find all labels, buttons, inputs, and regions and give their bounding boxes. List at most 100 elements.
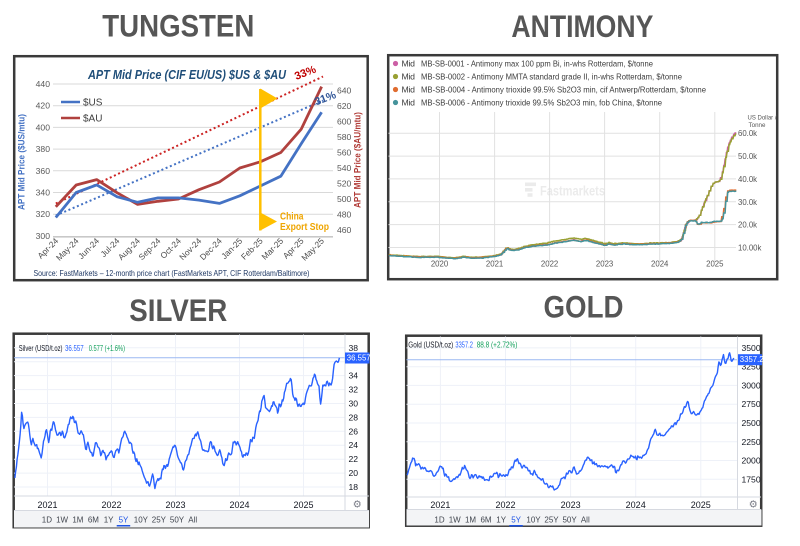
svg-text:Mid: Mid	[402, 59, 416, 69]
svg-text:2023: 2023	[596, 260, 613, 269]
svg-text:Source: FastMarkets – 12-month: Source: FastMarkets – 12-month price cha…	[34, 268, 310, 278]
svg-text:30.0k: 30.0k	[738, 198, 757, 207]
svg-text:1M: 1M	[72, 515, 83, 524]
svg-text:2750: 2750	[742, 399, 761, 409]
svg-text:$AU: $AU	[83, 114, 102, 125]
svg-text:400: 400	[36, 122, 51, 132]
svg-text:3250: 3250	[742, 362, 761, 372]
svg-text:620: 620	[337, 101, 352, 111]
svg-text:500: 500	[337, 194, 352, 204]
svg-text:600: 600	[337, 117, 352, 127]
svg-text:2023: 2023	[165, 500, 185, 510]
svg-text:28: 28	[349, 412, 359, 422]
svg-text:US Dollar /: US Dollar /	[748, 115, 777, 122]
svg-text:26: 26	[349, 426, 359, 436]
svg-text:1W: 1W	[56, 515, 68, 524]
svg-text:2022: 2022	[101, 500, 121, 510]
svg-text:420: 420	[36, 101, 51, 111]
svg-text:SILVER: SILVER	[129, 292, 227, 328]
svg-text:3500: 3500	[742, 343, 761, 353]
svg-text:440: 440	[36, 79, 51, 89]
svg-text:⚙: ⚙	[749, 500, 758, 511]
svg-text:3357.2: 3357.2	[455, 341, 473, 350]
svg-text:60.0k: 60.0k	[738, 129, 757, 138]
svg-text:1M: 1M	[465, 515, 476, 524]
svg-text:2023: 2023	[561, 500, 581, 510]
svg-text:MB-SB-0002 - Antimony MMTA sta: MB-SB-0002 - Antimony MMTA standard grad…	[421, 72, 682, 82]
svg-text:APT Mid Price ($US/mtu): APT Mid Price ($US/mtu)	[17, 114, 28, 210]
svg-text:Tonne: Tonne	[749, 122, 766, 129]
svg-text:22: 22	[349, 454, 359, 464]
svg-text:2025: 2025	[706, 260, 724, 269]
svg-text:⚙: ⚙	[353, 500, 362, 511]
svg-text:MB-SB-0001 - Antimony max 100: MB-SB-0001 - Antimony max 100 ppm Bi, in…	[421, 59, 653, 69]
svg-text:0.577 (+1.6%): 0.577 (+1.6%)	[89, 344, 126, 353]
svg-text:580: 580	[337, 132, 352, 142]
svg-text:5Y: 5Y	[511, 515, 521, 524]
svg-text:360: 360	[36, 166, 51, 176]
svg-text:Fastmarkets: Fastmarkets	[540, 183, 605, 199]
svg-text:2021: 2021	[37, 500, 57, 510]
svg-text:50Y: 50Y	[562, 515, 577, 524]
svg-text:520: 520	[337, 179, 352, 189]
svg-text:20: 20	[349, 468, 359, 478]
svg-text:TUNGSTEN: TUNGSTEN	[102, 8, 254, 44]
svg-text:540: 540	[337, 163, 352, 173]
svg-text:20.0k: 20.0k	[738, 221, 757, 230]
svg-text:300: 300	[36, 231, 51, 241]
svg-text:50.0k: 50.0k	[738, 152, 757, 161]
svg-text:25Y: 25Y	[152, 515, 167, 524]
svg-text:All: All	[581, 515, 590, 524]
svg-text:GOLD: GOLD	[544, 289, 624, 325]
svg-text:2025: 2025	[293, 500, 313, 510]
svg-text:560: 560	[337, 148, 352, 158]
svg-text:ANTIMONY: ANTIMONY	[511, 8, 653, 44]
svg-text:88.8 (+2.72%): 88.8 (+2.72%)	[477, 341, 518, 350]
svg-text:Mid: Mid	[402, 72, 416, 82]
svg-text:2024: 2024	[626, 500, 646, 510]
svg-text:1Y: 1Y	[496, 515, 506, 524]
svg-text:Export Stop: Export Stop	[280, 222, 329, 233]
svg-text:25Y: 25Y	[544, 515, 559, 524]
svg-text:36.557: 36.557	[347, 354, 371, 363]
svg-text:460: 460	[337, 225, 352, 235]
svg-text:2000: 2000	[742, 456, 761, 466]
svg-text:5Y: 5Y	[119, 515, 129, 524]
svg-text:640: 640	[337, 86, 352, 96]
svg-text:340: 340	[36, 188, 51, 198]
svg-text:1Y: 1Y	[104, 515, 114, 524]
svg-text:30: 30	[349, 399, 359, 409]
svg-text:36.557: 36.557	[65, 344, 84, 353]
svg-text:$US: $US	[83, 98, 103, 109]
svg-text:32: 32	[349, 385, 359, 395]
svg-text:480: 480	[337, 210, 352, 220]
svg-text:1D: 1D	[434, 515, 444, 524]
svg-text:50Y: 50Y	[170, 515, 185, 524]
svg-text:10.00k: 10.00k	[738, 244, 762, 253]
svg-text:1D: 1D	[42, 515, 52, 524]
svg-text:1W: 1W	[449, 515, 461, 524]
svg-text:2024: 2024	[229, 500, 249, 510]
svg-text:3000: 3000	[742, 380, 761, 390]
svg-text:2022: 2022	[541, 260, 558, 269]
svg-text:1750: 1750	[742, 474, 761, 484]
svg-text:6M: 6M	[88, 515, 99, 524]
svg-text:2021: 2021	[486, 260, 503, 269]
svg-text:320: 320	[36, 209, 51, 219]
svg-text:2250: 2250	[742, 437, 761, 447]
svg-text:24: 24	[349, 440, 359, 450]
svg-text:2021: 2021	[430, 500, 450, 510]
svg-text:2025: 2025	[691, 500, 711, 510]
svg-text:2500: 2500	[742, 418, 761, 428]
svg-text:Silver (USD/t.oz): Silver (USD/t.oz)	[19, 344, 63, 353]
svg-text:10Y: 10Y	[134, 515, 149, 524]
svg-text:All: All	[188, 515, 197, 524]
svg-text:2020: 2020	[431, 260, 449, 269]
svg-text:40.0k: 40.0k	[738, 175, 757, 184]
svg-text:2024: 2024	[651, 260, 669, 269]
svg-text:380: 380	[36, 144, 51, 154]
svg-text:China: China	[280, 212, 304, 223]
svg-text:38: 38	[349, 343, 359, 353]
svg-text:18: 18	[349, 482, 359, 492]
svg-text:Mid: Mid	[402, 98, 416, 108]
